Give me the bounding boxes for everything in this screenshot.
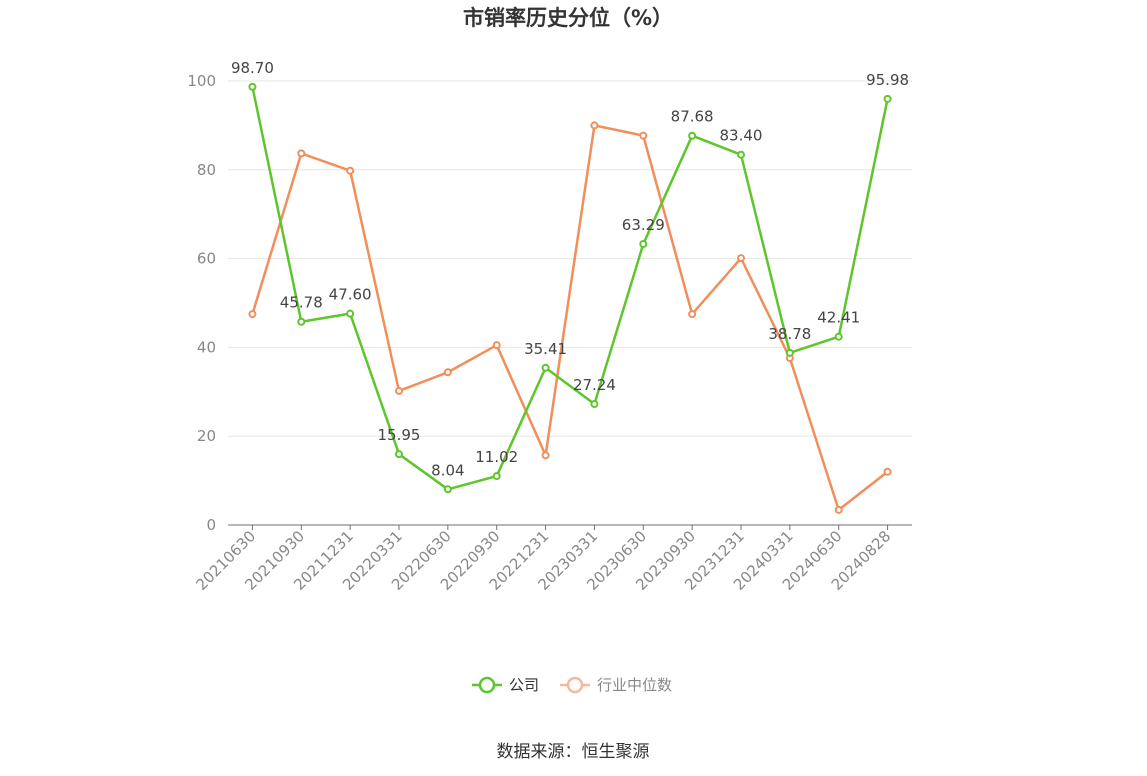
chart-title: 市销率历史分位（%） xyxy=(463,6,673,30)
data-label: 35.41 xyxy=(524,340,567,358)
data-point[interactable] xyxy=(395,386,403,395)
data-point[interactable] xyxy=(297,317,306,326)
data-label: 27.24 xyxy=(573,376,616,394)
data-point[interactable] xyxy=(688,131,697,140)
data-point[interactable] xyxy=(395,450,403,459)
series-lines xyxy=(251,86,889,512)
data-point[interactable] xyxy=(443,368,452,377)
data-point[interactable] xyxy=(834,332,843,341)
series-line xyxy=(251,124,889,512)
data-point[interactable] xyxy=(248,310,257,319)
data-point[interactable] xyxy=(688,310,697,319)
data-labels: 98.70 45.78 47.60 15.95 8.04 11.02 35.41 27.24 6… xyxy=(231,59,909,480)
data-point[interactable] xyxy=(785,348,794,357)
legend-label: 行业中位数 xyxy=(597,676,672,694)
y-axis: 0 20 40 60 80 100 xyxy=(187,72,216,534)
legend-swatch-marker xyxy=(478,676,496,694)
legend: 公司 行业中位数 xyxy=(472,676,672,694)
data-point[interactable] xyxy=(639,239,648,248)
data-label: 8.04 xyxy=(431,461,464,479)
series-points xyxy=(248,82,892,514)
legend-label: 公司 xyxy=(509,676,539,694)
data-point[interactable] xyxy=(541,363,550,372)
data-point[interactable] xyxy=(248,82,257,91)
source-note: 数据来源：恒生聚源 xyxy=(497,742,650,762)
legend-item[interactable]: 行业中位数 xyxy=(560,676,672,694)
data-point[interactable] xyxy=(737,150,745,159)
data-point[interactable] xyxy=(590,400,599,409)
data-label: 98.70 xyxy=(231,59,274,77)
data-point[interactable] xyxy=(297,149,306,158)
data-point[interactable] xyxy=(639,131,648,140)
y-tick-label: 60 xyxy=(197,250,216,268)
data-point[interactable] xyxy=(443,485,452,494)
legend-swatch-marker xyxy=(566,676,584,694)
y-tick-label: 40 xyxy=(197,338,216,356)
data-label: 63.29 xyxy=(622,216,665,234)
data-point[interactable] xyxy=(541,451,550,460)
data-point[interactable] xyxy=(492,341,501,350)
y-tick-label: 20 xyxy=(197,427,216,445)
data-label: 38.78 xyxy=(768,325,811,343)
y-tick-label: 80 xyxy=(197,161,216,179)
legend-item[interactable]: 公司 xyxy=(472,676,539,694)
data-label: 11.02 xyxy=(475,448,518,466)
y-tick-label: 0 xyxy=(206,516,216,534)
data-label: 15.95 xyxy=(378,426,421,444)
data-point[interactable] xyxy=(346,309,355,318)
data-point[interactable] xyxy=(883,467,892,476)
data-point[interactable] xyxy=(883,94,892,103)
series-line xyxy=(251,86,889,491)
data-label: 83.40 xyxy=(720,127,763,145)
data-label: 87.68 xyxy=(671,108,714,126)
y-tick-label: 100 xyxy=(187,72,216,90)
data-point[interactable] xyxy=(834,505,843,514)
data-label: 45.78 xyxy=(280,294,323,312)
x-axis: 2021063020210930202112312022033120220630… xyxy=(193,524,912,594)
data-point[interactable] xyxy=(737,254,745,263)
data-point[interactable] xyxy=(492,472,501,481)
data-point[interactable] xyxy=(590,121,599,130)
grid-lines xyxy=(228,80,912,437)
data-point[interactable] xyxy=(346,166,355,175)
data-label: 95.98 xyxy=(866,71,909,89)
data-label: 42.41 xyxy=(817,309,860,327)
data-label: 47.60 xyxy=(329,286,372,304)
